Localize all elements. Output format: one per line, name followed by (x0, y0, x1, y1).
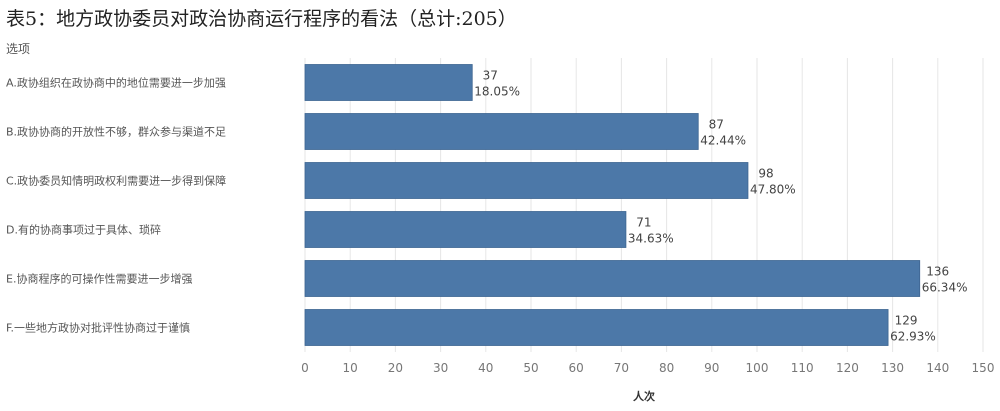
x-tick-label: 130 (881, 361, 904, 375)
percent-label: 34.63% (628, 232, 674, 246)
bar (304, 64, 473, 101)
value-label: 98 (758, 167, 773, 181)
percent-label: 18.05% (474, 85, 520, 99)
percent-label: 66.34% (922, 281, 968, 295)
x-tick-label: 10 (343, 361, 358, 375)
percent-label: 62.93% (890, 330, 936, 344)
x-tick-label: 30 (433, 361, 448, 375)
bar (304, 162, 749, 199)
x-tick-label: 60 (569, 361, 584, 375)
x-tick-label: 100 (746, 361, 769, 375)
x-tick-label: 90 (704, 361, 719, 375)
x-tick-label: 40 (478, 361, 493, 375)
bar (304, 260, 921, 297)
percent-label: 47.80% (750, 183, 796, 197)
x-tick-label: 150 (972, 361, 995, 375)
x-tick-label: 0 (301, 361, 309, 375)
x-tick-label: 80 (659, 361, 674, 375)
percent-label: 42.44% (700, 134, 746, 148)
value-label: 129 (895, 314, 918, 328)
bar (304, 211, 627, 248)
x-tick-label: 20 (388, 361, 403, 375)
value-label: 87 (709, 118, 724, 132)
category-label: A.政协组织在政协商中的地位需要进一步加强 (6, 76, 226, 90)
category-label: B.政协协商的开放性不够，群众参与渠道不足 (6, 125, 226, 139)
column-header: 选项 (6, 42, 31, 56)
value-label: 37 (483, 69, 498, 83)
x-tick-label: 140 (926, 361, 949, 375)
x-tick-label: 70 (614, 361, 629, 375)
category-label: F.一些地方政协对批评性协商过于谨慎 (6, 321, 190, 335)
value-label: 136 (926, 265, 949, 279)
x-tick-label: 50 (523, 361, 538, 375)
x-tick-label: 110 (791, 361, 814, 375)
bar (304, 309, 889, 346)
category-label: D.有的协商事项过于具体、琐碎 (6, 223, 161, 237)
value-label: 71 (636, 216, 651, 230)
category-label: E.协商程序的可操作性需要进一步增强 (6, 272, 192, 286)
x-tick-label: 120 (836, 361, 859, 375)
category-label: C.政协委员知情明政权利需要进一步得到保障 (6, 174, 226, 188)
x-axis-label: 人次 (633, 389, 655, 403)
bar (304, 113, 699, 150)
chart-title: 表5：地方政协委员对政治协商运行程序的看法（总计:205） (6, 8, 517, 30)
